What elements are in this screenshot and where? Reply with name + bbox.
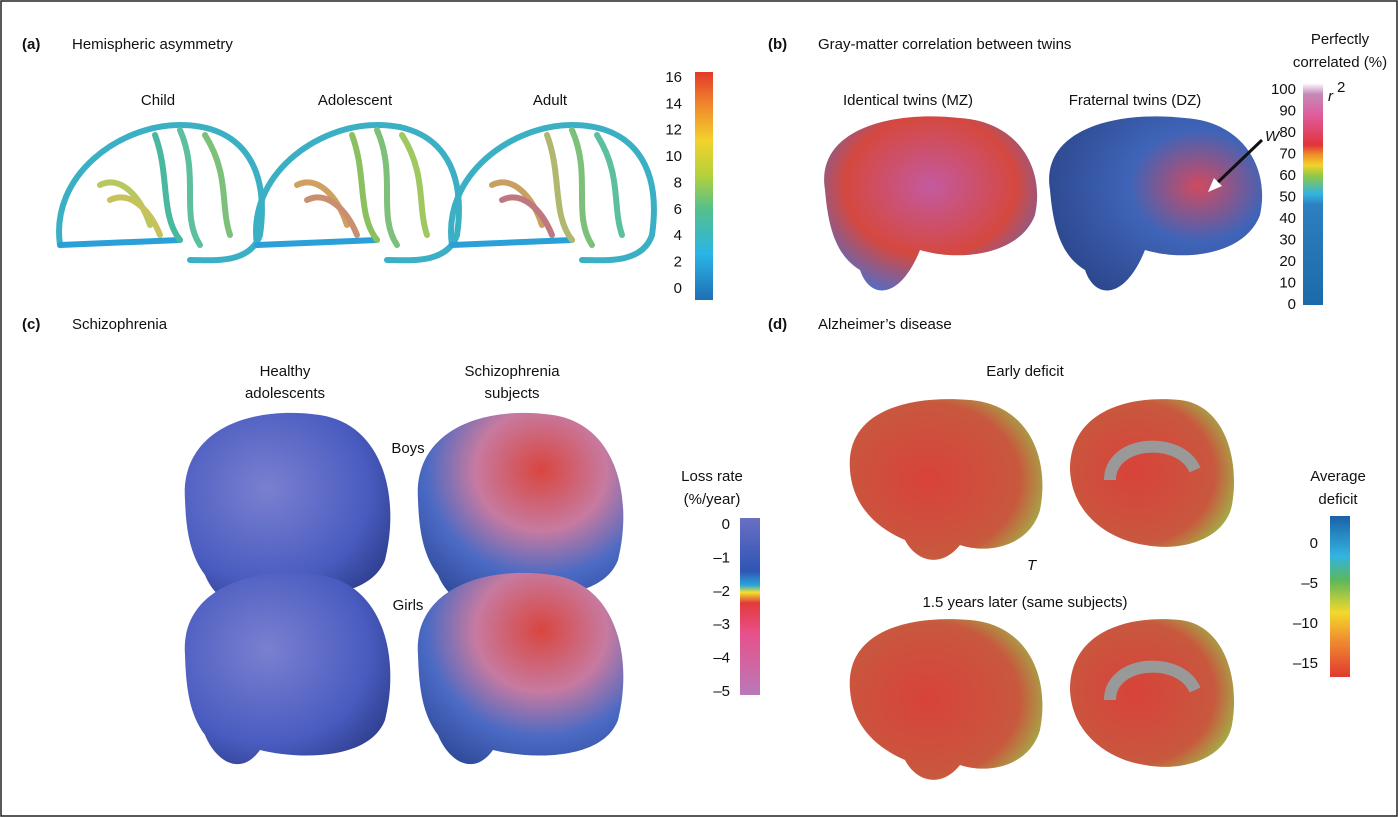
colorbar-tick-label: –5	[1301, 575, 1318, 592]
colorbar-tick-label: 10	[1279, 274, 1296, 291]
arrow	[1213, 138, 1264, 187]
column-label: Schizophrenia	[464, 363, 560, 380]
annotation: T	[1027, 557, 1038, 574]
colorbar-title: Loss rate	[681, 468, 743, 485]
colorbar-tick-label: 100	[1271, 81, 1296, 98]
colorbar-ticks: 16 14 12 10 8 6 4 2 0	[665, 69, 682, 297]
column-label: adolescents	[245, 385, 325, 402]
brain-image	[849, 399, 1043, 560]
colorbar-tick-label: 0	[1288, 296, 1296, 313]
brain-image	[1049, 116, 1263, 291]
colorbar-tick-label: 14	[665, 95, 682, 112]
brain-label: Identical twins (MZ)	[843, 92, 973, 109]
brain-label: Child	[141, 92, 175, 109]
colorbar-tick-label: –5	[713, 683, 730, 700]
row-label: Boys	[391, 440, 424, 457]
callosum	[1104, 440, 1201, 481]
colorbar	[1303, 83, 1323, 305]
panel-letter: (b)	[768, 36, 787, 53]
colorbar-tick-label: –15	[1293, 655, 1318, 672]
colorbar-tick-label: 8	[674, 174, 682, 191]
colorbar-title: deficit	[1318, 491, 1358, 508]
colorbar-tick-label: 4	[674, 227, 682, 244]
colorbar-tick-label: –10	[1293, 615, 1318, 632]
brain-label: Fraternal twins (DZ)	[1069, 92, 1202, 109]
colorbar-title: Perfectly	[1311, 31, 1370, 48]
column-label: Healthy	[260, 363, 311, 380]
brain-image	[184, 412, 391, 603]
brain-image	[417, 412, 624, 603]
callosum	[1104, 660, 1201, 701]
colorbar-tick-label: 0	[1310, 535, 1318, 552]
colorbar-title: Average	[1310, 468, 1366, 485]
colorbar-title: correlated (%)	[1293, 54, 1387, 71]
colorbar-tick-label: 60	[1279, 167, 1296, 184]
colorbar-tick-label: 6	[674, 201, 682, 218]
brain-label: Adult	[533, 92, 568, 109]
panel-title: Alzheimer’s disease	[818, 316, 952, 333]
colorbar-tick-label: –2	[713, 583, 730, 600]
brain-image	[1070, 619, 1235, 767]
panel-letter: (d)	[768, 316, 787, 333]
colorbar-title: (%/year)	[684, 491, 741, 508]
panel-title: Hemispheric asymmetry	[72, 36, 233, 53]
colorbar-tick-label: 2	[674, 254, 682, 271]
colorbar-tick-label: 16	[665, 69, 682, 86]
panel-letter: (c)	[22, 316, 40, 333]
colorbar	[695, 72, 713, 300]
brain-label: Adolescent	[318, 92, 393, 109]
brain-image	[849, 619, 1043, 780]
row-label: 1.5 years later (same subjects)	[922, 594, 1127, 611]
panel-letter: (a)	[22, 36, 40, 53]
colorbar-tick-label: 90	[1279, 102, 1296, 119]
colorbar	[740, 518, 760, 695]
colorbar-tick-label: –4	[713, 650, 730, 667]
panel-title: Gray-matter correlation between twins	[818, 36, 1071, 53]
colorbar-tick-label: 50	[1279, 188, 1296, 205]
annotation: W	[1265, 128, 1281, 145]
colorbar-ticks: 0 –1 –2 –3 –4 –5	[713, 516, 730, 700]
brain-image	[1070, 399, 1235, 547]
row-label: Girls	[393, 597, 424, 614]
colorbar-tick-label: 0	[722, 516, 730, 533]
colorbar-tick-label: 20	[1279, 253, 1296, 270]
sulcal-lines	[56, 121, 657, 264]
brain-image	[824, 116, 1038, 291]
colorbar-tick-label: 10	[665, 148, 682, 165]
colorbar-tick-label: 30	[1279, 231, 1296, 248]
colorbar-tick-label: 12	[665, 122, 682, 139]
panel-title: Schizophrenia	[72, 316, 168, 333]
colorbar-tick-label: 80	[1279, 124, 1296, 141]
colorbar-tick-label: –1	[713, 549, 730, 566]
colorbar-ticks: 0 –5 –10 –15	[1293, 535, 1318, 672]
annotation: 2	[1337, 79, 1345, 96]
colorbar	[1330, 516, 1350, 677]
annotation: r	[1328, 88, 1334, 105]
colorbar-tick-label: 40	[1279, 210, 1296, 227]
colorbar-tick-label: 70	[1279, 145, 1296, 162]
colorbar-tick-label: –3	[713, 616, 730, 633]
column-label: subjects	[484, 385, 539, 402]
brain-image	[417, 572, 624, 765]
row-label: Early deficit	[986, 363, 1064, 380]
brain-image	[184, 572, 391, 765]
colorbar-tick-label: 0	[674, 280, 682, 297]
arrow-head	[1208, 178, 1222, 192]
